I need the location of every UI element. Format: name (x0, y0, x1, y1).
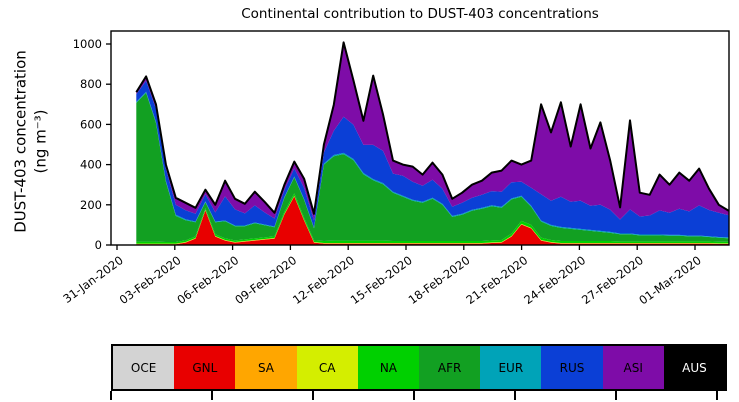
legend-item-na: NA (357, 346, 420, 389)
legend-label: NA (379, 360, 397, 375)
legend-tick (211, 391, 213, 400)
legend-item-ca: CA (296, 346, 358, 389)
legend-label: ASI (623, 360, 643, 375)
x-tick-label: 06-Feb-2020 (174, 253, 241, 307)
legend-tick (312, 391, 314, 400)
area-gnl (136, 196, 729, 245)
chart-title: Continental contribution to DUST-403 con… (241, 6, 599, 22)
plot-border (110, 30, 730, 246)
x-tick-label: 01-Mar-2020 (636, 253, 703, 307)
x-tick-label: 12-Feb-2020 (290, 253, 357, 307)
x-tick-label: 09-Feb-2020 (232, 253, 299, 307)
legend-tick (716, 391, 718, 400)
legend-label: RUS (559, 360, 585, 375)
x-tick-label: 27-Feb-2020 (579, 253, 646, 307)
y-tick-label: 800 (80, 77, 102, 91)
legend-label: SA (257, 360, 275, 375)
legend-label: CA (318, 360, 336, 375)
legend-item-eur: EUR (480, 346, 542, 389)
y-axis-label-line2: (ng m⁻³) (31, 109, 49, 174)
y-tick-label: 1000 (73, 37, 102, 51)
x-axis: 31-Jan-202003-Feb-202006-Feb-202009-Feb-… (60, 245, 704, 307)
x-tick-label: 18-Feb-2020 (406, 253, 473, 307)
area-rus (136, 80, 729, 238)
legend-item-aus: AUS (663, 346, 726, 389)
legend-item-asi: ASI (602, 346, 664, 389)
legend-colorbar: OCE GNL SA CA NA AFR EUR RUS ASI AUS (111, 344, 727, 391)
x-tick-label: 15-Feb-2020 (348, 253, 415, 307)
area-asi (136, 42, 729, 221)
legend-item-sa: SA (235, 346, 297, 389)
legend-item-afr: AFR (419, 346, 481, 389)
y-axis-label-line1: DUST-403 concentration (11, 50, 30, 233)
legend-item-gnl: GNL (174, 346, 236, 389)
legend-tick (413, 391, 415, 400)
x-tick-label: 24-Feb-2020 (521, 253, 588, 307)
legend-tick (514, 391, 516, 400)
y-tick-label: 200 (80, 198, 102, 212)
y-axis-label: DUST-403 concentration (ng m⁻³) (12, 37, 51, 247)
legend-label: GNL (192, 360, 218, 375)
legend-item-oce: OCE (113, 346, 175, 389)
legend-tick (110, 391, 112, 400)
legend-label: OCE (130, 360, 157, 375)
area-layers (135, 41, 729, 245)
legend-label: AFR (437, 360, 462, 375)
y-axis: 0 200 400 600 800 1000 (73, 37, 111, 252)
legend-tick (615, 391, 617, 400)
total-outline (135, 41, 729, 215)
legend-item-rus: RUS (541, 346, 603, 389)
x-tick-label: 21-Feb-2020 (463, 253, 530, 307)
x-tick-label: 31-Jan-2020 (60, 253, 125, 306)
area-afr (136, 92, 729, 242)
legend-label: AUS (682, 360, 707, 375)
y-tick-label: 0 (95, 238, 102, 252)
y-tick-label: 600 (80, 117, 102, 131)
legend-label: EUR (498, 360, 524, 375)
y-tick-label: 400 (80, 158, 102, 172)
x-tick-label: 03-Feb-2020 (117, 253, 184, 307)
